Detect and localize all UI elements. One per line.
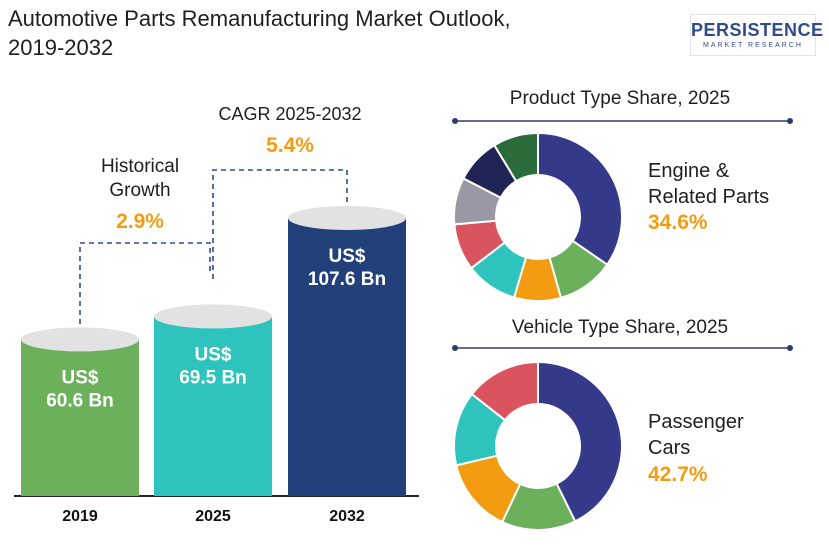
vehicle-type-slice-4 [453, 392, 507, 467]
product-type-slice-8 [492, 131, 539, 183]
bar-value-label-2019-1: US$ [62, 367, 99, 388]
product-type-slice-2 [548, 239, 609, 300]
vehicle-highlight-line-1: Passenger [648, 411, 744, 433]
product-highlight-value: 34.6% [648, 211, 708, 234]
logo-main: PERSISTENCE [691, 20, 824, 40]
product-type-slice-7 [462, 143, 518, 200]
product-highlight-line-1: Engine & [648, 160, 730, 182]
bar-top-2025 [154, 304, 272, 329]
x-tick-label-2025: 2025 [195, 508, 231, 525]
product-type-slice-4 [469, 241, 528, 299]
cagr-label: CAGR 2025-2032 [218, 104, 362, 124]
vehicle-divider-dot-left [452, 345, 458, 351]
vehicle-highlight-line-2: Cars [648, 437, 691, 459]
product-type-slice-3 [512, 256, 563, 302]
vehicle-type-title: Vehicle Type Share, 2025 [511, 317, 729, 338]
vehicle-divider-dot-right [787, 345, 793, 351]
vehicle-highlight-value: 42.7% [648, 463, 708, 486]
historical-label-line-1: Historical [100, 156, 180, 177]
historical-label-line-2: Growth [109, 180, 171, 201]
product-type-slice-6 [453, 177, 503, 226]
title-line-2: 2019-2032 [8, 35, 114, 60]
product-divider-dot-right [787, 118, 793, 124]
historical-growth-value: 2.9% [116, 210, 164, 233]
bar-value-label-2032-2: 107.6 Bn [308, 269, 386, 290]
historical-growth-label: Historical Growth [70, 155, 210, 203]
vehicle-type-slice-3 [455, 454, 522, 524]
bar-2025 [154, 316, 272, 496]
logo-sub: MARKET RESEARCH [703, 42, 803, 49]
product-type-title: Product Type Share, 2025 [509, 88, 731, 109]
vehicle-highlight-label: Passenger Cars [648, 409, 744, 461]
x-tick-label-2032: 2032 [329, 508, 365, 525]
vehicle-type-slice-1 [537, 360, 623, 523]
bar-value-label-2019-2: 60.6 Bn [46, 390, 114, 411]
product-type-slice-5 [453, 219, 507, 270]
bar-value-label-2025-1: US$ [195, 344, 232, 365]
page-title: Automotive Parts Remanufacturing Market … [8, 4, 511, 62]
product-type-slice-1 [537, 131, 623, 267]
x-tick-label-2019: 2019 [62, 508, 98, 525]
bar-top-2032 [288, 206, 406, 230]
historical-connector [79, 242, 211, 333]
product-divider-dot-left [452, 118, 458, 124]
product-highlight-line-2: Related Parts [648, 186, 770, 208]
cagr-connector [212, 169, 348, 279]
bar-value-label-2032-1: US$ [329, 246, 366, 267]
bar-value-label-2025-2: 69.5 Bn [179, 367, 247, 388]
bar-2019 [21, 339, 139, 496]
product-highlight-label: Engine & Related Parts [648, 158, 769, 210]
bar-top-2019 [21, 327, 139, 352]
persistence-logo: PERSISTENCE MARKET RESEARCH [690, 14, 824, 56]
title-line-1: Automotive Parts Remanufacturing Market … [8, 6, 511, 31]
vehicle-type-slice-2 [500, 482, 577, 531]
vehicle-type-slice-5 [470, 360, 539, 422]
cagr-value: 5.4% [266, 134, 314, 157]
bar-2032 [288, 218, 406, 496]
